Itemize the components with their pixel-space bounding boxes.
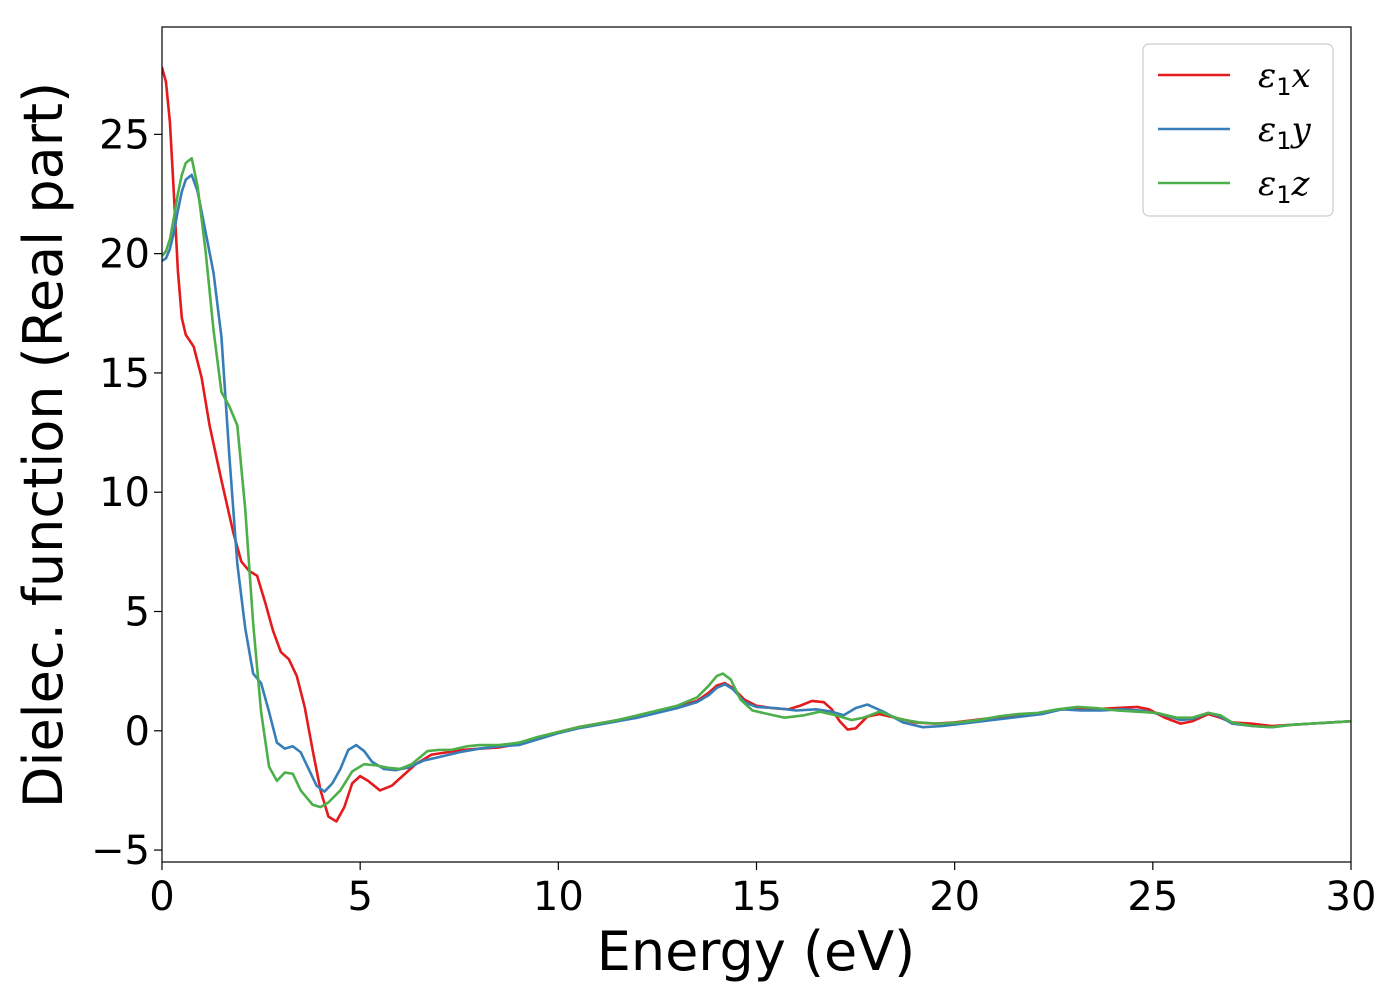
x-axis-ticks: 0 5 10 15 20 25 30: [149, 862, 1376, 920]
legend-box: [1142, 43, 1334, 217]
y-axis-ticks: −5 0 5 10 15 20 25: [91, 112, 162, 874]
x-axis-label: Energy (eV): [597, 920, 916, 983]
y-tick-label: 15: [99, 351, 150, 397]
x-tick-label: 30: [1326, 874, 1377, 920]
legend-label-y: ε1y: [1258, 110, 1312, 155]
x-tick-label: 20: [929, 874, 980, 920]
x-tick-label: 15: [731, 874, 782, 920]
x-tick-label: 5: [347, 874, 372, 920]
x-tick-label: 10: [533, 874, 584, 920]
x-tick-label: 25: [1127, 874, 1178, 920]
y-tick-label: 0: [125, 709, 150, 755]
series-line-y: [162, 173, 1351, 793]
y-tick-label: −5: [91, 828, 150, 874]
y-tick-label: 20: [99, 232, 150, 278]
y-tick-label: 5: [125, 590, 150, 636]
y-tick-label: 25: [99, 112, 150, 158]
y-tick-label: 10: [99, 470, 150, 516]
series-line-z: [162, 156, 1351, 809]
legend-label-x: ε1x: [1258, 56, 1311, 101]
legend: ε1x ε1y ε1z: [1142, 43, 1334, 217]
x-tick-label: 0: [149, 874, 174, 920]
legend-label-z: ε1z: [1258, 164, 1311, 209]
y-axis-label: Dielec. function (Real part): [12, 82, 75, 808]
